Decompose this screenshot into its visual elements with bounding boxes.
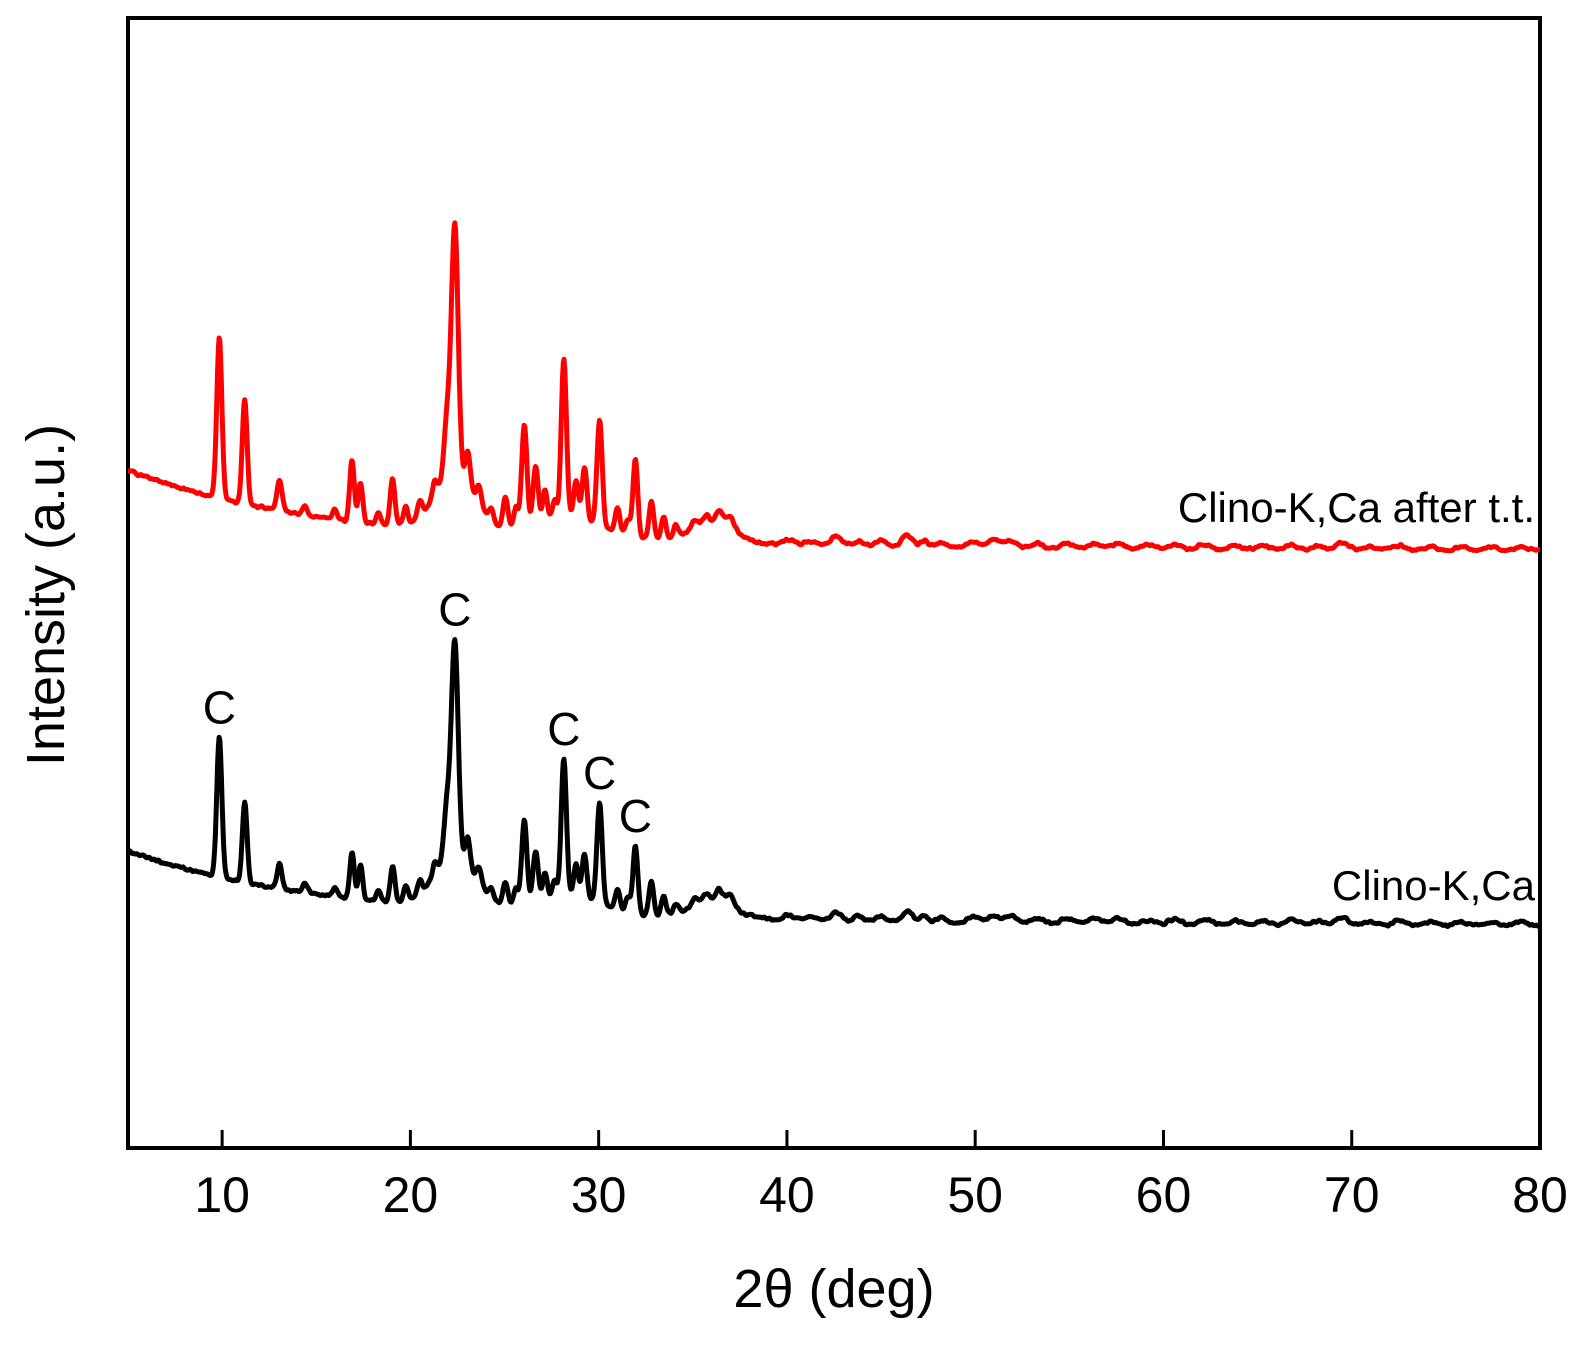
x-tick-label: 70 bbox=[1324, 1167, 1380, 1223]
peak-annotation: C bbox=[619, 790, 652, 842]
plot-frame bbox=[126, 16, 1542, 1150]
x-tick-label: 50 bbox=[947, 1167, 1003, 1223]
x-tick-label: 40 bbox=[759, 1167, 815, 1223]
x-tick-label: 30 bbox=[571, 1167, 627, 1223]
x-axis-label: 2θ (deg) bbox=[733, 1259, 935, 1319]
series-trace-clino-kca bbox=[128, 637, 1540, 930]
series-label-clino-after-tt: Clino-K,Ca after t.t. bbox=[1177, 484, 1535, 531]
x-tick-label: 80 bbox=[1512, 1167, 1568, 1223]
x-tick-label: 60 bbox=[1136, 1167, 1192, 1223]
y-axis-label: Intensity (a.u.) bbox=[16, 423, 76, 767]
series-label-clino: Clino-K,Ca bbox=[1331, 862, 1535, 909]
x-tick-label: 10 bbox=[194, 1167, 250, 1223]
series-trace-clino-kca-after-tt bbox=[128, 220, 1540, 554]
peak-annotation: C bbox=[203, 681, 236, 733]
peak-annotation: C bbox=[547, 703, 580, 755]
x-tick-label: 20 bbox=[383, 1167, 439, 1223]
peak-annotation: C bbox=[438, 584, 471, 636]
peak-annotation: C bbox=[583, 747, 616, 799]
